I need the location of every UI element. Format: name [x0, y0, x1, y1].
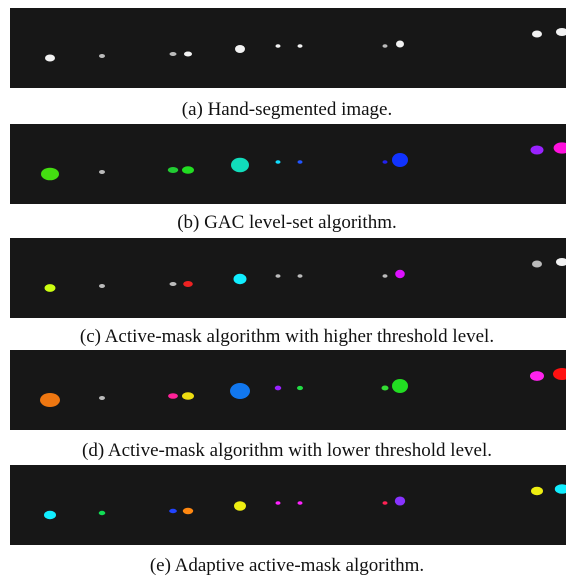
cell-blob [383, 274, 388, 278]
caption: (a) Hand-segmented image. [0, 99, 574, 121]
cell-blob [182, 166, 194, 174]
cell-blob [45, 284, 56, 292]
cell-blob [531, 487, 543, 495]
cell-blob [99, 54, 105, 58]
cell-blob [168, 393, 178, 399]
image-panel [10, 238, 566, 318]
cell-blob [396, 41, 404, 48]
cell-blob [276, 44, 281, 48]
figure: (a) Hand-segmented image. (b) GAC level-… [0, 0, 574, 578]
cell-blob [298, 274, 303, 278]
cell-blob [383, 160, 388, 164]
cell-blob [41, 168, 59, 181]
cell-blob [276, 160, 281, 164]
image-background [10, 8, 566, 88]
cell-blob [99, 284, 105, 288]
cell-blob [99, 396, 105, 400]
image-panel [10, 124, 566, 204]
cell-blob [298, 160, 303, 164]
caption: (b) GAC level-set algorithm. [0, 212, 574, 234]
cell-blob [395, 270, 405, 278]
cell-blob [532, 31, 542, 38]
cell-blob [383, 501, 388, 505]
cell-blob [183, 281, 193, 287]
cell-blob [99, 170, 105, 174]
cell-blob [298, 44, 303, 48]
image-panel [10, 350, 566, 430]
image-background [10, 350, 566, 430]
cell-blob [184, 52, 192, 57]
image-background [10, 124, 566, 204]
cell-blob [297, 386, 303, 390]
cell-blob [231, 158, 249, 172]
cell-blob [298, 501, 303, 505]
caption: (c) Active-mask algorithm with higher th… [0, 326, 574, 348]
cell-blob [230, 383, 250, 399]
cell-blob [99, 511, 106, 515]
image-background [10, 465, 566, 545]
cell-blob [382, 385, 389, 390]
cell-blob [276, 501, 281, 505]
image-background [10, 238, 566, 318]
caption: (e) Adaptive active-mask algorithm. [0, 555, 574, 577]
cell-blob [275, 386, 282, 391]
cell-blob [182, 392, 194, 400]
cell-blob [531, 145, 544, 154]
cell-blob [234, 501, 246, 511]
cell-blob [392, 379, 408, 393]
cell-blob [45, 55, 55, 62]
cell-blob [234, 274, 247, 284]
cell-blob [392, 153, 408, 167]
cell-blob [383, 44, 388, 48]
cell-blob [532, 261, 542, 268]
cell-blob [169, 509, 177, 513]
cell-blob [530, 371, 544, 381]
image-panel [10, 465, 566, 545]
cell-blob [40, 393, 60, 407]
image-panel [10, 8, 566, 88]
cell-blob [170, 282, 177, 286]
cell-blob [168, 167, 179, 173]
cell-blob [395, 496, 405, 505]
cell-blob [235, 45, 245, 53]
cell-blob [276, 274, 281, 278]
cell-blob [183, 508, 193, 515]
caption: (d) Active-mask algorithm with lower thr… [0, 440, 574, 462]
cell-blob [44, 511, 56, 519]
cell-blob [170, 52, 177, 56]
